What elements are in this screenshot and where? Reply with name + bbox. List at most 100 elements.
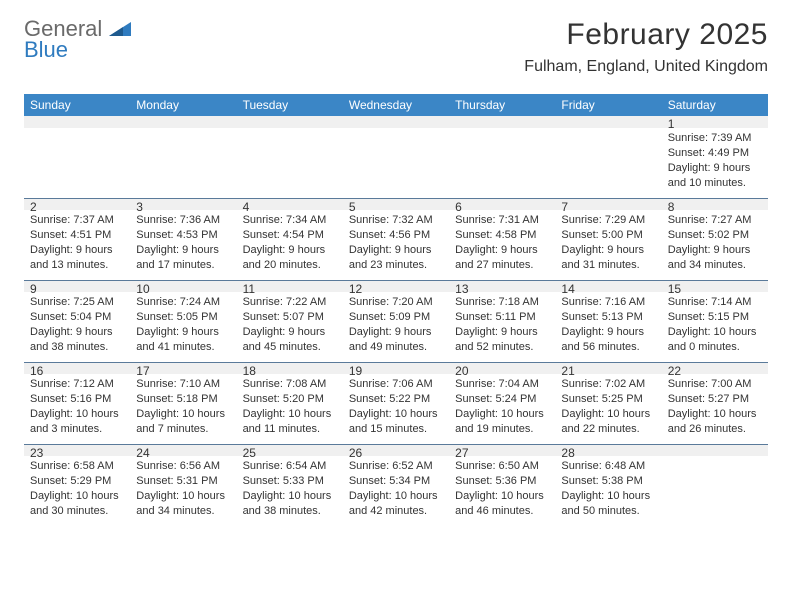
day-dl1: Daylight: 10 hours (561, 489, 655, 504)
day-dl2: and 26 minutes. (668, 422, 762, 437)
day-dl1: Daylight: 10 hours (30, 489, 124, 504)
day-sunrise: Sunrise: 7:39 AM (668, 131, 762, 146)
day-cell: Sunrise: 7:06 AMSunset: 5:22 PMDaylight:… (343, 374, 449, 444)
empty-day-cell (24, 128, 130, 198)
header: General Blue February 2025 Fulham, Engla… (24, 18, 768, 76)
empty-day-cell (343, 128, 449, 198)
day-dl1: Daylight: 10 hours (349, 489, 443, 504)
day-dl1: Daylight: 9 hours (136, 243, 230, 258)
day-cell: Sunrise: 7:39 AMSunset: 4:49 PMDaylight:… (662, 128, 768, 198)
weekday-tuesday: Tuesday (237, 94, 343, 116)
day-cell: Sunrise: 6:52 AMSunset: 5:34 PMDaylight:… (343, 456, 449, 526)
day-dl1: Daylight: 9 hours (243, 243, 337, 258)
day-cell: Sunrise: 7:16 AMSunset: 5:13 PMDaylight:… (555, 292, 661, 362)
day-sunrise: Sunrise: 6:58 AM (30, 459, 124, 474)
day-sunset: Sunset: 4:53 PM (136, 228, 230, 243)
calendar-grid: Sunday Monday Tuesday Wednesday Thursday… (24, 94, 768, 526)
day-sunrise: Sunrise: 7:27 AM (668, 213, 762, 228)
day-sunrise: Sunrise: 7:36 AM (136, 213, 230, 228)
day-dl1: Daylight: 9 hours (668, 161, 762, 176)
empty-day-cell (449, 128, 555, 198)
logo-text-block: General Blue (24, 18, 131, 61)
day-sunset: Sunset: 4:58 PM (455, 228, 549, 243)
day-sunset: Sunset: 5:00 PM (561, 228, 655, 243)
day-dl1: Daylight: 9 hours (30, 243, 124, 258)
day-dl2: and 15 minutes. (349, 422, 443, 437)
empty-day-cell (662, 456, 768, 526)
day-cell: Sunrise: 6:56 AMSunset: 5:31 PMDaylight:… (130, 456, 236, 526)
day-dl1: Daylight: 9 hours (136, 325, 230, 340)
weekday-wednesday: Wednesday (343, 94, 449, 116)
day-dl1: Daylight: 10 hours (561, 407, 655, 422)
day-dl2: and 49 minutes. (349, 340, 443, 355)
day-sunset: Sunset: 5:29 PM (30, 474, 124, 489)
day-sunset: Sunset: 5:25 PM (561, 392, 655, 407)
day-dl2: and 42 minutes. (349, 504, 443, 519)
month-title: February 2025 (524, 18, 768, 52)
day-dl2: and 19 minutes. (455, 422, 549, 437)
day-dl2: and 50 minutes. (561, 504, 655, 519)
day-sunrise: Sunrise: 7:14 AM (668, 295, 762, 310)
day-cell: Sunrise: 7:08 AMSunset: 5:20 PMDaylight:… (237, 374, 343, 444)
day-dl1: Daylight: 10 hours (668, 325, 762, 340)
day-dl2: and 17 minutes. (136, 258, 230, 273)
day-sunrise: Sunrise: 7:08 AM (243, 377, 337, 392)
day-dl1: Daylight: 9 hours (561, 243, 655, 258)
day-sunrise: Sunrise: 7:06 AM (349, 377, 443, 392)
day-cell: Sunrise: 7:27 AMSunset: 5:02 PMDaylight:… (662, 210, 768, 280)
day-sunrise: Sunrise: 7:18 AM (455, 295, 549, 310)
day-sunset: Sunset: 5:13 PM (561, 310, 655, 325)
day-sunset: Sunset: 5:20 PM (243, 392, 337, 407)
day-sunset: Sunset: 5:34 PM (349, 474, 443, 489)
day-sunset: Sunset: 5:04 PM (30, 310, 124, 325)
day-dl1: Daylight: 10 hours (136, 489, 230, 504)
day-dl1: Daylight: 10 hours (243, 489, 337, 504)
day-cell: Sunrise: 7:25 AMSunset: 5:04 PMDaylight:… (24, 292, 130, 362)
day-cell: Sunrise: 7:02 AMSunset: 5:25 PMDaylight:… (555, 374, 661, 444)
day-sunrise: Sunrise: 7:29 AM (561, 213, 655, 228)
day-dl2: and 56 minutes. (561, 340, 655, 355)
day-dl1: Daylight: 10 hours (668, 407, 762, 422)
day-sunset: Sunset: 5:36 PM (455, 474, 549, 489)
week-row: Sunrise: 7:12 AMSunset: 5:16 PM Daylight:… (24, 374, 768, 444)
day-dl1: Daylight: 9 hours (349, 243, 443, 258)
day-sunset: Sunset: 5:24 PM (455, 392, 549, 407)
day-sunrise: Sunrise: 7:32 AM (349, 213, 443, 228)
day-sunset: Sunset: 5:16 PM (30, 392, 124, 407)
day-sunset: Sunset: 5:05 PM (136, 310, 230, 325)
day-sunrise: Sunrise: 7:12 AM (30, 377, 124, 392)
day-dl2: and 41 minutes. (136, 340, 230, 355)
day-dl1: Daylight: 10 hours (243, 407, 337, 422)
day-sunset: Sunset: 5:11 PM (455, 310, 549, 325)
day-cell: Sunrise: 6:54 AMSunset: 5:33 PMDaylight:… (237, 456, 343, 526)
day-sunrise: Sunrise: 7:37 AM (30, 213, 124, 228)
day-sunset: Sunset: 4:51 PM (30, 228, 124, 243)
day-sunset: Sunset: 5:27 PM (668, 392, 762, 407)
day-dl2: and 38 minutes. (243, 504, 337, 519)
day-sunrise: Sunrise: 7:10 AM (136, 377, 230, 392)
week-row: Sunrise: 7:37 AMSunset: 4:51 PMDaylight:… (24, 210, 768, 280)
day-dl1: Daylight: 9 hours (349, 325, 443, 340)
empty-day-cell (237, 128, 343, 198)
day-sunset: Sunset: 5:33 PM (243, 474, 337, 489)
day-cell: Sunrise: 7:22 AMSunset: 5:07 PMDaylight:… (237, 292, 343, 362)
day-dl1: Daylight: 9 hours (455, 243, 549, 258)
day-dl1: Daylight: 9 hours (455, 325, 549, 340)
day-sunset: Sunset: 4:49 PM (668, 146, 762, 161)
day-dl2: and 13 minutes. (30, 258, 124, 273)
day-cell: Sunrise: 7:29 AMSunset: 5:00 PMDaylight:… (555, 210, 661, 280)
day-sunset: Sunset: 5:22 PM (349, 392, 443, 407)
logo-blue: Blue (24, 39, 131, 61)
weekday-friday: Friday (555, 94, 661, 116)
day-cell: Sunrise: 7:04 AMSunset: 5:24 PMDaylight:… (449, 374, 555, 444)
day-sunrise: Sunrise: 6:48 AM (561, 459, 655, 474)
day-dl2: and 27 minutes. (455, 258, 549, 273)
day-cell: Sunrise: 6:48 AMSunset: 5:38 PMDaylight:… (555, 456, 661, 526)
day-sunrise: Sunrise: 7:02 AM (561, 377, 655, 392)
day-dl2: and 20 minutes. (243, 258, 337, 273)
day-dl2: and 46 minutes. (455, 504, 549, 519)
day-sunset: Sunset: 5:38 PM (561, 474, 655, 489)
title-block: February 2025 Fulham, England, United Ki… (524, 18, 768, 76)
day-dl2: and 3 minutes. (30, 422, 124, 437)
day-sunrise: Sunrise: 6:52 AM (349, 459, 443, 474)
